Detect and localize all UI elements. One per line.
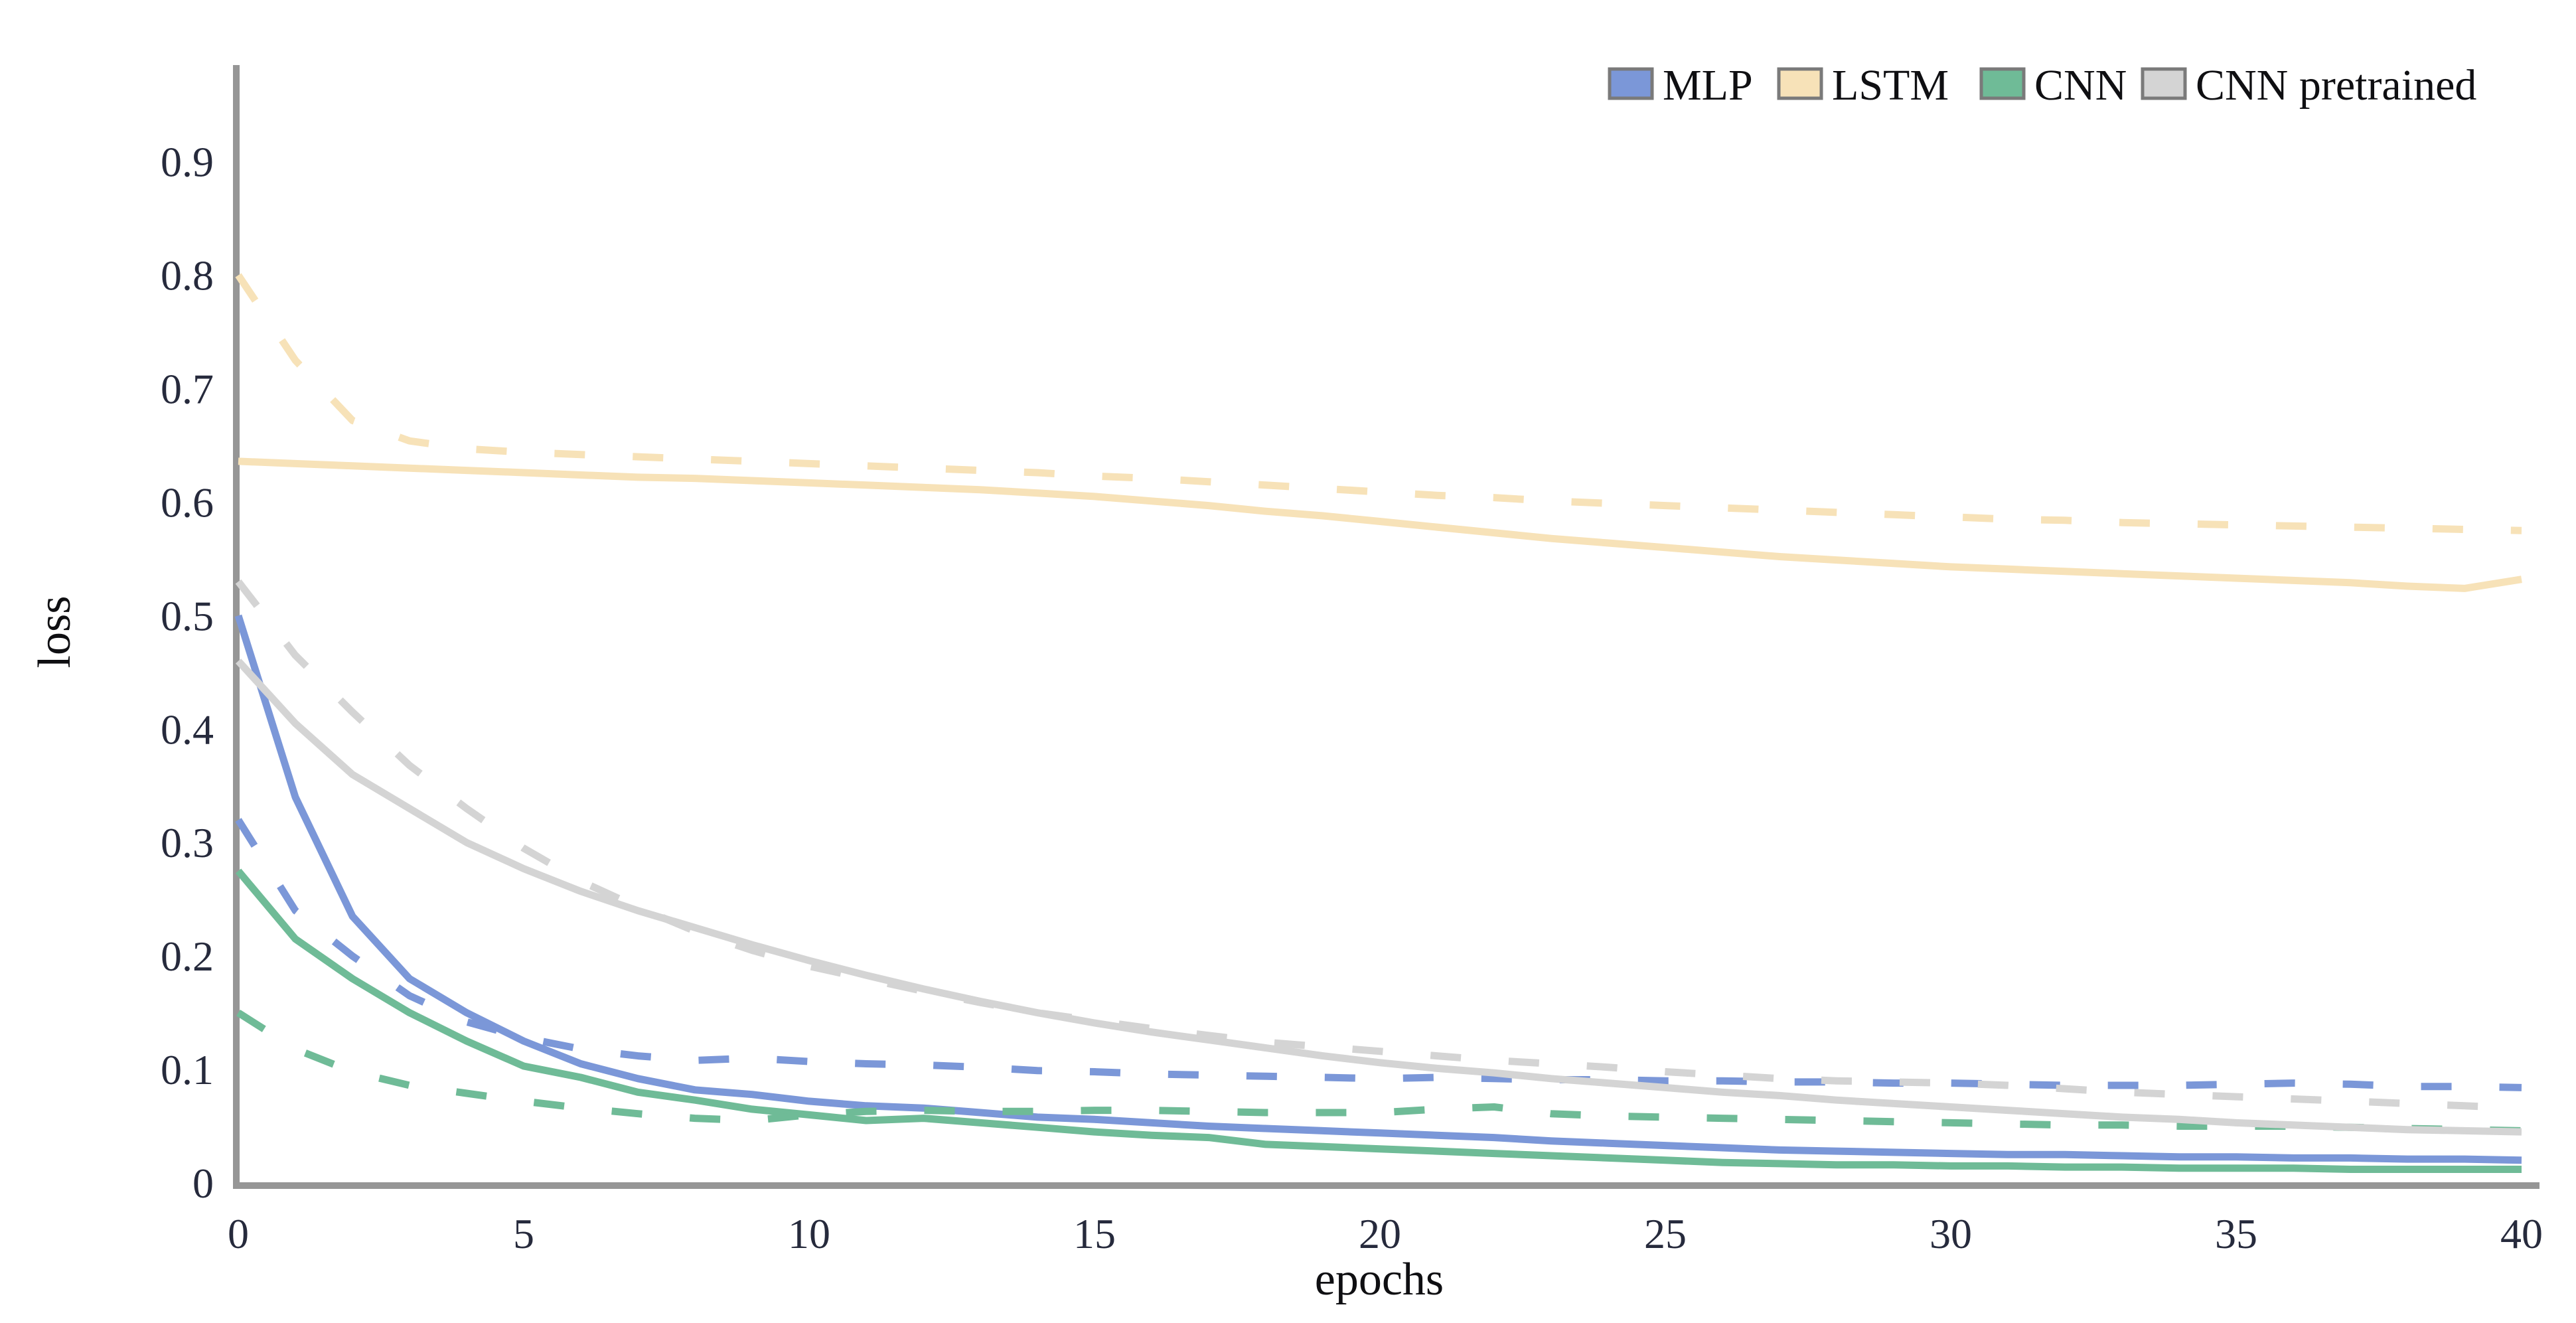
series-layer (234, 273, 2522, 1173)
series-line-cnn-pretrained-validation (235, 579, 2522, 1112)
legend-label-cnn: CNN (2034, 61, 2127, 110)
series-line-cnn-pretrained-train (235, 659, 2522, 1136)
y-axis-label: loss (29, 596, 80, 668)
series-line-mlp-validation (235, 818, 2522, 1091)
x-tick-15: 15 (1073, 1210, 1116, 1257)
series-line-lstm-validation (235, 273, 2522, 534)
x-axis-label: epochs (1315, 1254, 1444, 1305)
y-tick-0.1: 0.1 (161, 1046, 214, 1093)
x-tick-10: 10 (788, 1210, 830, 1257)
y-tick-0.2: 0.2 (161, 933, 214, 980)
series-line-cnn-train (235, 868, 2522, 1173)
legend-swatch-mlp (1608, 67, 1654, 100)
series-line-cnn-validation (236, 1009, 2522, 1134)
legend-label-cnn-pretrained: CNN pretrained (2196, 61, 2476, 110)
x-tick-labels: 0 5 10 15 20 25 30 35 40 (228, 1210, 2543, 1257)
y-tick-0.8: 0.8 (161, 252, 214, 299)
y-tick-0.6: 0.6 (161, 479, 214, 526)
y-tick-0.5: 0.5 (161, 592, 214, 639)
y-tick-0.7: 0.7 (161, 366, 214, 413)
x-tick-40: 40 (2500, 1210, 2543, 1257)
legend-label-lstm: LSTM (1832, 61, 1949, 110)
series-line-mlp-train (234, 614, 2522, 1164)
x-tick-35: 35 (2215, 1210, 2257, 1257)
legend-swatch-cnn (1979, 67, 2026, 100)
y-tick-0: 0 (192, 1160, 214, 1207)
legend-item-cnn-pretrained: CNN pretrained (2141, 61, 2476, 110)
x-tick-30: 30 (1930, 1210, 1972, 1257)
legend-swatch-lstm (1777, 67, 1823, 100)
y-tick-labels: 0 0.1 0.2 0.3 0.4 0.5 0.6 0.7 0.8 0.9 (161, 139, 214, 1207)
x-tick-25: 25 (1644, 1210, 1687, 1257)
y-tick-0.9: 0.9 (161, 139, 214, 186)
legend: MLP LSTM CNN CNN pretrained (1608, 61, 2476, 110)
legend-label-mlp: MLP (1663, 61, 1753, 110)
legend-item-mlp: MLP (1608, 61, 1753, 110)
series-line-lstm-train (238, 457, 2522, 592)
x-tick-5: 5 (513, 1210, 534, 1257)
legend-swatch-cnn-pretrained (2141, 67, 2187, 100)
y-tick-0.4: 0.4 (161, 706, 214, 753)
legend-item-cnn: CNN (1979, 61, 2127, 110)
y-tick-0.3: 0.3 (161, 819, 214, 866)
x-tick-20: 20 (1359, 1210, 1401, 1257)
legend-item-lstm: LSTM (1777, 61, 1949, 110)
x-tick-0: 0 (228, 1210, 249, 1257)
